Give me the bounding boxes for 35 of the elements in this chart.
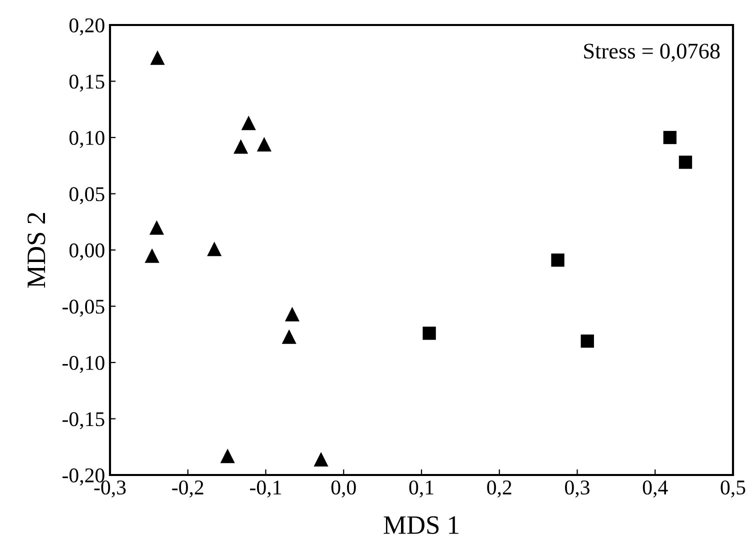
point [663, 130, 677, 144]
annotation: Stress = 0,0768 [584, 44, 720, 62]
point [241, 116, 256, 130]
point [149, 220, 164, 235]
y-tick-label: 0,05 [69, 187, 104, 204]
x-tick-label: 0,4 [642, 480, 668, 498]
x-tick-label: 0,3 [565, 480, 590, 498]
x-axis-title: MDS 1 [384, 516, 458, 534]
point [284, 306, 300, 322]
y-tick-label: 0,10 [69, 130, 104, 148]
y-tick-label: -0,05 [62, 300, 104, 317]
point [220, 448, 235, 464]
x-tick-label: 0,0 [331, 480, 356, 498]
point [282, 329, 296, 344]
point [580, 334, 594, 348]
y-tick-label: -0,15 [62, 412, 104, 430]
point [314, 452, 328, 467]
x-tick-label: 0,5 [720, 480, 746, 498]
y-tick-label: 0,20 [69, 18, 104, 36]
y-axis-title: MDS 2 [28, 212, 46, 288]
x-tick-label: 0,1 [409, 480, 434, 498]
y-tick-label: 0,15 [69, 74, 104, 92]
x-tick-label: 0,2 [487, 480, 512, 498]
x-tick-label: -0,1 [250, 480, 281, 498]
y-tick-label: 0,00 [69, 243, 104, 260]
y-tick-label: -0,10 [62, 356, 104, 373]
point [150, 50, 165, 65]
point [678, 156, 692, 169]
point [234, 139, 248, 154]
point [551, 254, 564, 267]
point [207, 242, 222, 256]
point [144, 248, 160, 263]
x-tick-label: -0,2 [172, 480, 204, 498]
point [422, 326, 436, 340]
point [256, 136, 272, 152]
